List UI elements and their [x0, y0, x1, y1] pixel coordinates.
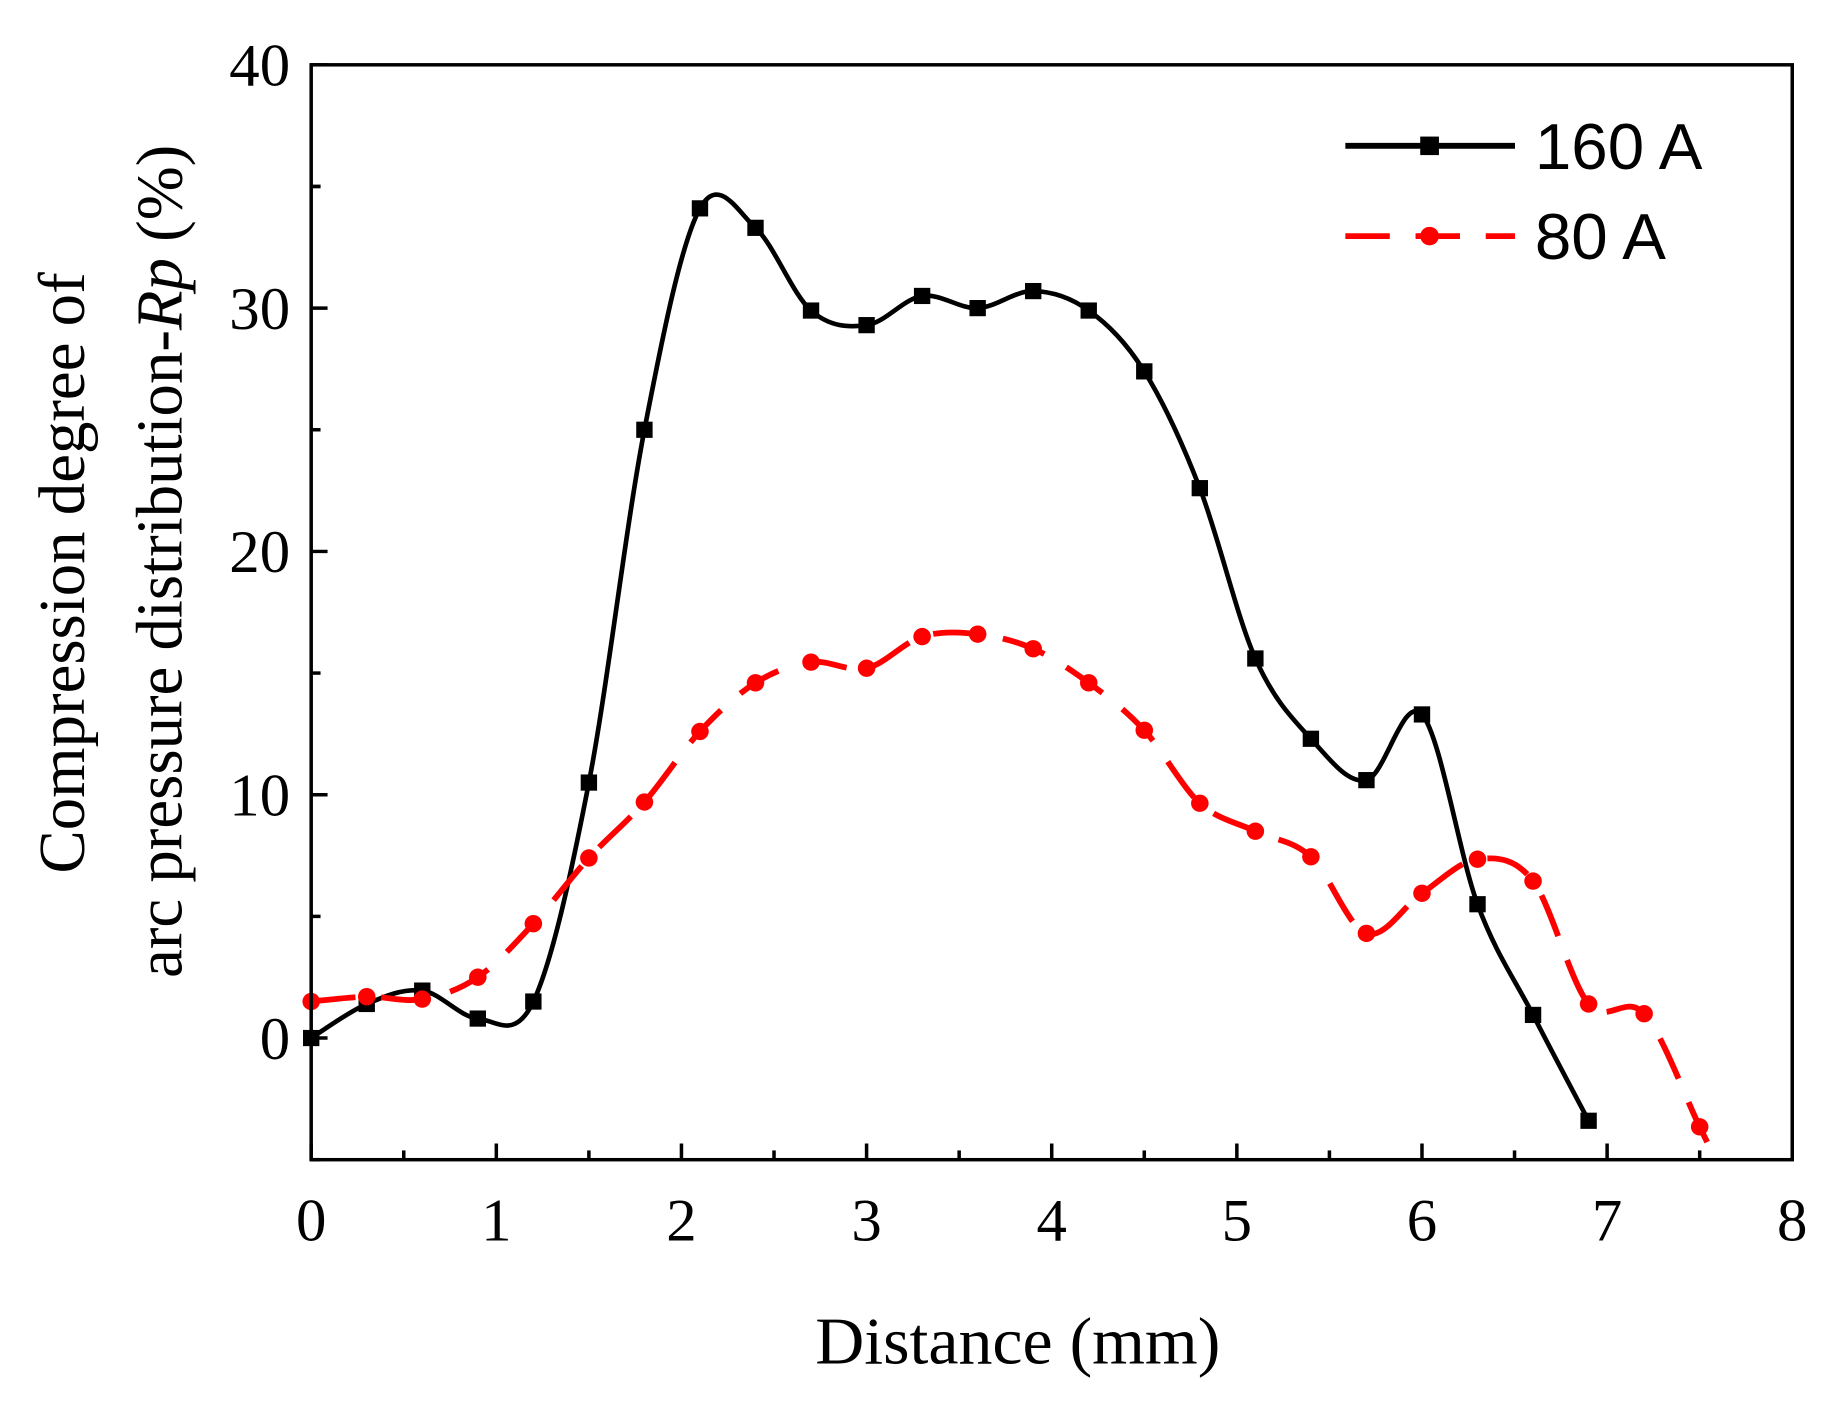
- data-point-square: [1469, 896, 1486, 913]
- data-point-circle: [1079, 674, 1098, 692]
- x-axis-label: Distance (mm): [815, 1304, 1220, 1379]
- x-tick-label: 0: [296, 1188, 326, 1255]
- x-tick-label: 3: [851, 1188, 881, 1255]
- data-point-square: [1524, 1006, 1542, 1024]
- data-point-square: [1302, 730, 1320, 747]
- data-point-square: [1191, 480, 1209, 497]
- data-point-circle: [857, 659, 876, 677]
- data-point-circle: [1246, 822, 1265, 840]
- data-point-square: [1025, 282, 1042, 300]
- data-point-square: [1080, 302, 1097, 319]
- x-tick-label: 1: [481, 1188, 511, 1255]
- y-axis-label-italic: Rp: [124, 258, 196, 331]
- data-point-circle: [968, 625, 987, 643]
- data-point-circle: [1135, 721, 1154, 739]
- data-point-circle: [1191, 794, 1209, 812]
- data-point-square: [580, 774, 598, 791]
- x-tick-label: 8: [1777, 1188, 1807, 1255]
- legend-marker-circle: [1420, 226, 1439, 246]
- data-point-circle: [1579, 995, 1598, 1013]
- data-point-square: [969, 300, 986, 317]
- legend-marker-square: [1420, 136, 1439, 156]
- data-point-circle: [413, 990, 432, 1008]
- data-point-square: [1136, 363, 1153, 380]
- data-point-square: [691, 200, 709, 217]
- data-point-circle: [1468, 850, 1487, 868]
- series-line-0: [311, 192, 1591, 1122]
- data-point-square: [802, 302, 820, 319]
- x-tick-label: 2: [666, 1188, 696, 1255]
- data-point-circle: [635, 793, 654, 811]
- data-point-circle: [1690, 1118, 1709, 1136]
- legend-label: 80 A: [1535, 201, 1667, 274]
- y-tick-label: 40: [229, 33, 290, 100]
- x-tick-label: 4: [1037, 1188, 1067, 1255]
- data-point-square: [1580, 1112, 1597, 1129]
- series-line-1: [311, 629, 1720, 1160]
- data-point-square: [747, 219, 764, 236]
- data-point-square: [469, 1010, 486, 1027]
- data-point-circle: [469, 968, 487, 986]
- data-point-square: [913, 287, 931, 305]
- data-point-circle: [691, 722, 709, 741]
- y-axis-label-prefix: arc pressure distribution-: [124, 330, 196, 978]
- y-tick-label: 0: [260, 1006, 290, 1073]
- data-point-circle: [802, 653, 820, 671]
- data-point-circle: [580, 849, 598, 867]
- data-point-square: [1413, 706, 1431, 723]
- data-point-circle: [1302, 848, 1320, 866]
- data-point-circle: [1024, 640, 1042, 658]
- data-point-square: [636, 421, 653, 438]
- y-axis-label-line2: arc pressure distribution-Rp (%): [124, 145, 196, 978]
- y-tick-label: 20: [229, 520, 290, 587]
- data-point-circle: [1524, 872, 1542, 890]
- data-point-square: [858, 317, 875, 334]
- data-point-square: [525, 993, 542, 1010]
- data-point-circle: [1413, 884, 1431, 902]
- x-tick-label: 7: [1592, 1188, 1622, 1255]
- x-tick-label: 5: [1222, 1188, 1252, 1255]
- data-point-square: [1358, 772, 1375, 789]
- y-axis-label-suffix: (%): [124, 145, 196, 258]
- data-point-circle: [524, 915, 543, 933]
- data-point-circle: [1635, 1005, 1653, 1023]
- data-point-circle: [357, 987, 376, 1006]
- y-tick-label: 30: [229, 276, 290, 343]
- legend: 160 A 80 A: [1345, 110, 1703, 273]
- data-point-circle: [913, 627, 931, 646]
- data-point-circle: [746, 674, 765, 692]
- x-tick-label: 6: [1407, 1188, 1437, 1255]
- data-point-square: [1247, 650, 1264, 667]
- y-tick-label: 10: [229, 763, 290, 830]
- y-axis-label-line1: Compression degree of: [27, 272, 99, 873]
- legend-label: 160 A: [1535, 110, 1703, 183]
- data-point-circle: [1357, 924, 1376, 943]
